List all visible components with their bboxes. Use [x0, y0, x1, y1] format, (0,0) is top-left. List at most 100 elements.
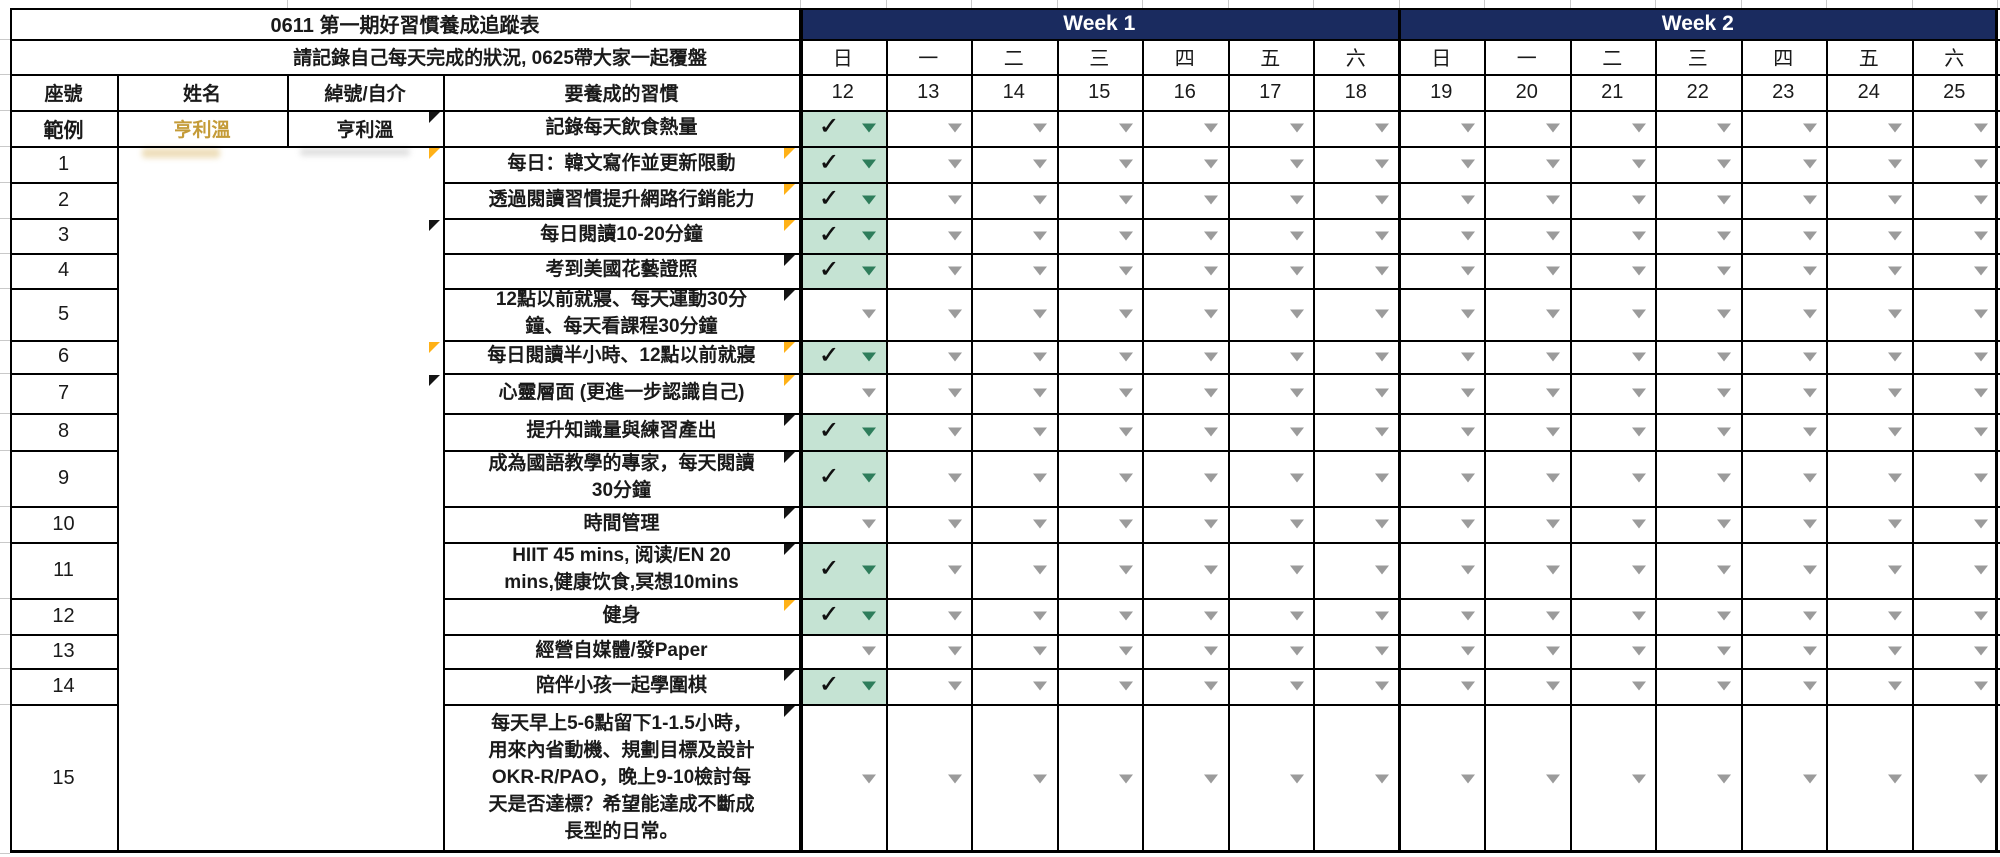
habit-dropdown-cell[interactable] [1484, 542, 1570, 598]
dropdown-arrow-icon[interactable] [1460, 309, 1475, 319]
habit-dropdown-cell[interactable] [971, 668, 1057, 704]
habit-dropdown-cell[interactable] [1912, 598, 1998, 634]
dropdown-arrow-icon[interactable] [1033, 473, 1048, 483]
dropdown-arrow-icon[interactable] [1973, 309, 1988, 319]
dropdown-arrow-icon[interactable] [1888, 473, 1903, 483]
dropdown-arrow-icon[interactable] [1460, 388, 1475, 398]
dropdown-arrow-icon[interactable] [1118, 159, 1133, 169]
habit-dropdown-cell[interactable] [1228, 704, 1314, 853]
habit-dropdown-cell[interactable] [1313, 110, 1399, 146]
habit-dropdown-cell[interactable] [1570, 218, 1656, 253]
dropdown-arrow-icon[interactable] [1033, 427, 1048, 436]
dropdown-arrow-icon[interactable] [1717, 195, 1732, 205]
habit-dropdown-cell[interactable] [1826, 704, 1912, 853]
habit-dropdown-cell[interactable] [1057, 668, 1143, 704]
dropdown-arrow-icon[interactable] [1888, 774, 1903, 783]
dropdown-arrow-icon[interactable] [1546, 565, 1561, 575]
dropdown-arrow-icon[interactable] [1631, 231, 1646, 240]
habit-dropdown-cell[interactable] [1912, 146, 1998, 182]
habit-dropdown-cell[interactable] [1057, 542, 1143, 598]
habit-dropdown-cell[interactable] [1484, 668, 1570, 704]
dropdown-arrow-icon[interactable] [1204, 681, 1219, 691]
dropdown-arrow-icon[interactable] [947, 473, 962, 483]
dropdown-arrow-icon[interactable] [862, 473, 877, 483]
dropdown-arrow-icon[interactable] [1802, 123, 1817, 133]
habit-dropdown-cell[interactable] [1570, 146, 1656, 182]
habit-dropdown-cell[interactable] [1313, 634, 1399, 668]
dropdown-arrow-icon[interactable] [1802, 473, 1817, 483]
habit-dropdown-cell[interactable] [886, 704, 972, 853]
habit-dropdown-cell[interactable] [1912, 634, 1998, 668]
habit-dropdown-cell[interactable] [1570, 373, 1656, 413]
dropdown-arrow-icon[interactable] [1802, 352, 1817, 361]
habit-dropdown-cell[interactable] [1826, 450, 1912, 506]
habit-dropdown-cell[interactable] [1826, 253, 1912, 288]
dropdown-arrow-icon[interactable] [1118, 473, 1133, 483]
dropdown-arrow-icon[interactable] [1204, 774, 1219, 783]
habit-dropdown-cell[interactable] [1484, 218, 1570, 253]
habit-dropdown-cell[interactable] [1399, 182, 1485, 218]
dropdown-arrow-icon[interactable] [1973, 388, 1988, 398]
dropdown-arrow-icon[interactable] [1802, 231, 1817, 240]
habit-dropdown-cell[interactable] [1313, 413, 1399, 450]
dropdown-arrow-icon[interactable] [1118, 681, 1133, 691]
habit-dropdown-cell[interactable] [1741, 413, 1827, 450]
habit-dropdown-cell[interactable] [1142, 340, 1228, 373]
habit-dropdown-cell[interactable] [1655, 506, 1741, 542]
dropdown-arrow-icon[interactable] [1118, 565, 1133, 575]
dropdown-arrow-icon[interactable] [1631, 266, 1646, 275]
habit-dropdown-cell[interactable] [1826, 668, 1912, 704]
habit-dropdown-cell[interactable] [1570, 668, 1656, 704]
habit-dropdown-cell[interactable] [971, 146, 1057, 182]
habit-dropdown-cell[interactable] [1228, 218, 1314, 253]
dropdown-arrow-icon[interactable] [1802, 266, 1817, 275]
dropdown-arrow-icon[interactable] [947, 159, 962, 169]
dropdown-arrow-icon[interactable] [1802, 646, 1817, 656]
habit-dropdown-cell[interactable] [1655, 340, 1741, 373]
dropdown-arrow-icon[interactable] [1289, 427, 1304, 436]
dropdown-arrow-icon[interactable] [862, 681, 877, 691]
dropdown-arrow-icon[interactable] [947, 123, 962, 133]
dropdown-arrow-icon[interactable] [1375, 611, 1390, 621]
habit-dropdown-cell[interactable] [1228, 542, 1314, 598]
habit-dropdown-cell[interactable] [1741, 218, 1827, 253]
dropdown-arrow-icon[interactable] [947, 388, 962, 398]
dropdown-arrow-icon[interactable] [1631, 646, 1646, 656]
dropdown-arrow-icon[interactable] [1460, 266, 1475, 275]
dropdown-arrow-icon[interactable] [1802, 611, 1817, 621]
dropdown-arrow-icon[interactable] [1973, 352, 1988, 361]
dropdown-arrow-icon[interactable] [1460, 352, 1475, 361]
habit-dropdown-cell[interactable] [1313, 668, 1399, 704]
dropdown-arrow-icon[interactable] [1289, 195, 1304, 205]
dropdown-arrow-icon[interactable] [1631, 123, 1646, 133]
dropdown-arrow-icon[interactable] [1033, 159, 1048, 169]
dropdown-arrow-icon[interactable] [1631, 473, 1646, 483]
dropdown-arrow-icon[interactable] [1888, 427, 1903, 436]
dropdown-arrow-icon[interactable] [1717, 774, 1732, 783]
habit-dropdown-cell[interactable] [1741, 146, 1827, 182]
dropdown-arrow-icon[interactable] [1973, 231, 1988, 240]
dropdown-arrow-icon[interactable] [1375, 266, 1390, 275]
dropdown-arrow-icon[interactable] [1375, 427, 1390, 436]
dropdown-arrow-icon[interactable] [1375, 388, 1390, 398]
habit-dropdown-cell[interactable] [1313, 542, 1399, 598]
habit-dropdown-cell[interactable] [1313, 253, 1399, 288]
dropdown-arrow-icon[interactable] [1460, 611, 1475, 621]
dropdown-arrow-icon[interactable] [1460, 565, 1475, 575]
dropdown-arrow-icon[interactable] [1973, 519, 1988, 529]
habit-dropdown-cell[interactable] [1912, 668, 1998, 704]
habit-dropdown-cell[interactable] [1655, 110, 1741, 146]
dropdown-arrow-icon[interactable] [1118, 519, 1133, 529]
dropdown-arrow-icon[interactable] [1289, 231, 1304, 240]
habit-dropdown-cell[interactable] [1826, 373, 1912, 413]
dropdown-arrow-icon[interactable] [1460, 231, 1475, 240]
habit-dropdown-cell[interactable] [1570, 182, 1656, 218]
habit-dropdown-cell[interactable] [1057, 413, 1143, 450]
dropdown-arrow-icon[interactable] [1802, 519, 1817, 529]
dropdown-arrow-icon[interactable] [1118, 195, 1133, 205]
habit-dropdown-cell[interactable] [1655, 668, 1741, 704]
dropdown-arrow-icon[interactable] [1888, 266, 1903, 275]
dropdown-arrow-icon[interactable] [862, 159, 877, 169]
habit-dropdown-cell[interactable] [1826, 413, 1912, 450]
habit-dropdown-cell[interactable] [1142, 506, 1228, 542]
